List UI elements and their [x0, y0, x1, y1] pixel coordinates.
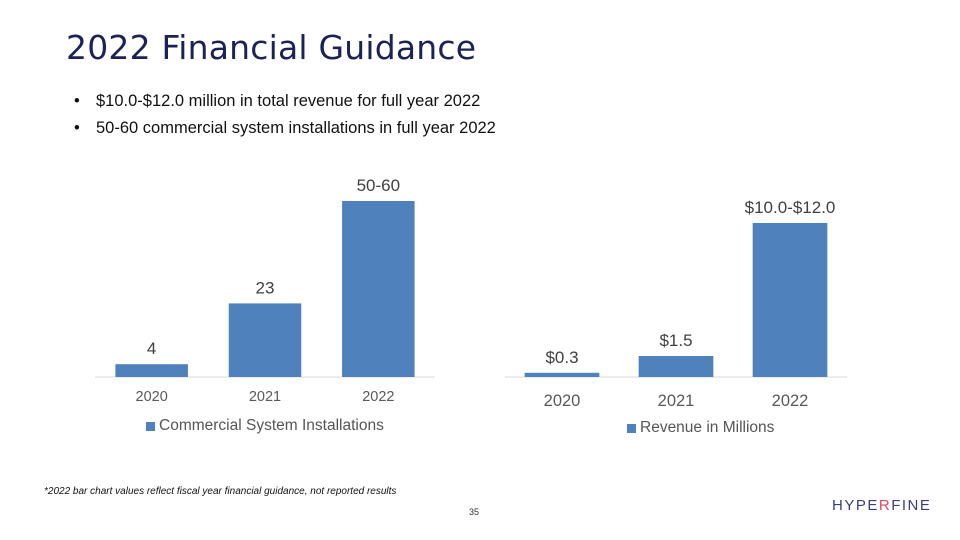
bar-2021 [638, 356, 714, 377]
installations-chart: 4 2020 23 2021 50-60 2022 Commercial System I… [90, 150, 450, 450]
data-label: 50-60 [357, 176, 400, 195]
legend-swatch [146, 421, 155, 431]
revenue-legend: Revenue in Millions [627, 419, 774, 437]
bar-2022 [342, 201, 415, 377]
bullet-item: 50-60 commercial system installations in… [74, 119, 496, 138]
x-tick-label: 2022 [362, 389, 394, 405]
data-label: 23 [256, 278, 275, 297]
x-tick-label: 2021 [658, 392, 695, 410]
revenue-chart-svg: $0.3 2020 $1.5 2021 $10.0-$12.0 2022 [505, 198, 847, 410]
installations-legend: Commercial System Installations [146, 417, 384, 435]
data-label: 4 [147, 339, 156, 358]
x-tick-label: 2020 [544, 392, 581, 410]
bullet-item: $10.0-$12.0 million in total revenue for… [74, 92, 496, 111]
page-number: 35 [469, 507, 480, 517]
data-label: $10.0-$12.0 [745, 198, 836, 217]
x-tick-label: 2022 [772, 392, 809, 410]
bullet-list: $10.0-$12.0 million in total revenue for… [74, 92, 496, 146]
x-tick-label: 2021 [249, 389, 281, 405]
bar-2020 [524, 372, 600, 377]
legend-label: Commercial System Installations [159, 417, 384, 434]
revenue-chart: $0.3 2020 $1.5 2021 $10.0-$12.0 2022 Revenue … [505, 150, 855, 450]
bar-2021 [228, 303, 302, 377]
legend-swatch [627, 423, 636, 433]
data-label: $0.3 [545, 348, 578, 367]
footnote: *2022 bar chart values reflect fiscal ye… [44, 486, 397, 497]
company-logo: HYPERFINE [832, 497, 932, 514]
page-title: 2022 Financial Guidance [66, 28, 477, 67]
legend-label: Revenue in Millions [640, 419, 775, 436]
bar-2022 [752, 223, 828, 377]
bar-2020 [115, 364, 188, 377]
installations-chart-svg: 4 2020 23 2021 50-60 2022 [95, 176, 435, 405]
data-label: $1.5 [659, 331, 692, 350]
x-tick-label: 2020 [136, 389, 168, 405]
